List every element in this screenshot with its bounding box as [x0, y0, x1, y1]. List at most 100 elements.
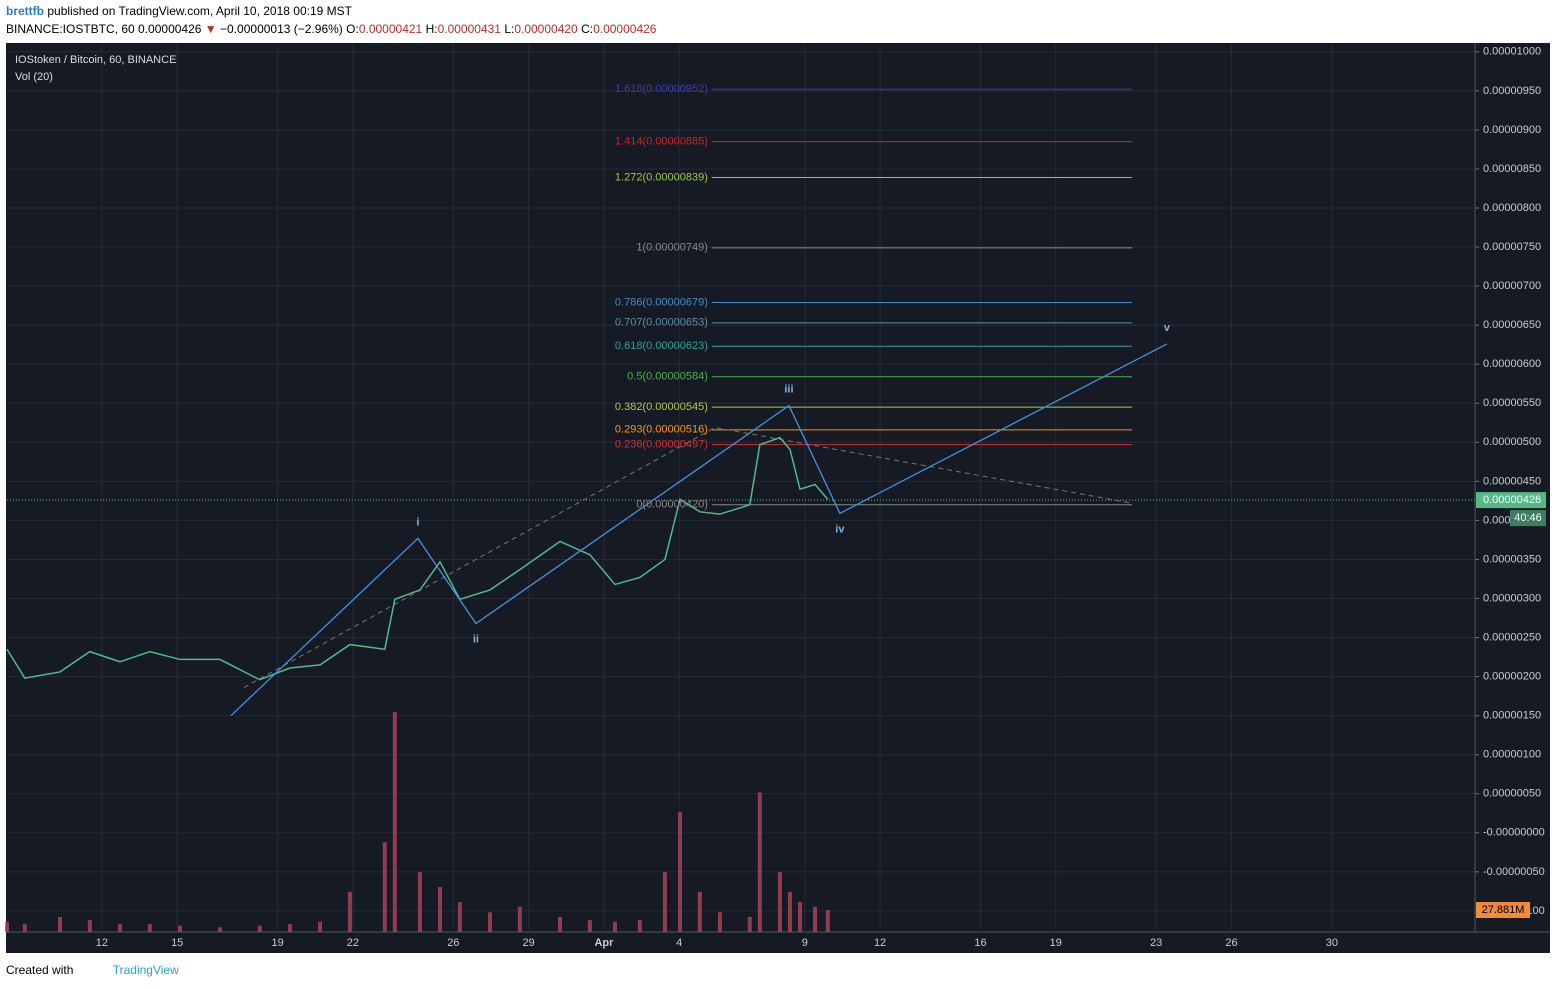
price-tag-label: 0.00000426	[1483, 494, 1541, 506]
volume-bar	[117, 924, 122, 932]
y-tick-label: 0.00000100	[1483, 749, 1541, 761]
volume-bar	[612, 921, 617, 932]
volume-bar	[177, 925, 182, 932]
fib-label: 0.293(0.00000516)	[615, 424, 708, 436]
volume-bar	[457, 902, 462, 932]
fib-label: 0.707(0.00000653)	[615, 317, 708, 329]
header-field: O:	[346, 22, 359, 36]
x-tick-label: 9	[802, 937, 808, 949]
chart: IOStoken / Bitcoin, 60, BINANCE Vol (20)…	[5, 43, 1550, 953]
y-tick-label: 0.00000150	[1483, 710, 1541, 722]
y-tick-label: -0.00000050	[1483, 866, 1545, 878]
volume-bar	[517, 906, 522, 932]
fib-label: 1.272(0.00000839)	[615, 171, 708, 183]
header-field: H:	[425, 22, 438, 36]
volume-label-bg	[1476, 902, 1530, 919]
y-tick-label: 0.00000800	[1483, 202, 1541, 214]
y-tick-label: 0.00001000	[1483, 46, 1541, 58]
y-tick-label: 0.00000450	[1483, 475, 1541, 487]
y-tick-label: 0.00000050	[1483, 788, 1541, 800]
header-field: 0.00000420	[514, 22, 578, 36]
fib-label: 0.5(0.00000584)	[627, 371, 708, 383]
x-tick-label: 26	[1225, 937, 1237, 949]
header-field: 0.00000426	[593, 22, 657, 36]
wave-line	[230, 343, 1168, 717]
volume-bar	[347, 891, 352, 932]
fib-label: 0.382(0.00000545)	[615, 401, 708, 413]
x-tick-label: 22	[347, 937, 359, 949]
volume-bar	[382, 842, 387, 932]
x-tick-label: 30	[1326, 937, 1338, 949]
x-tick-label: 15	[171, 937, 183, 949]
wave-label: ii	[473, 633, 479, 645]
y-tick-label: 0.00000950	[1483, 85, 1541, 97]
volume-bar	[147, 924, 152, 932]
volume-bar	[797, 902, 802, 932]
volume-bar	[87, 920, 92, 932]
header-field: 0.00000421	[358, 22, 423, 36]
footer: Created with TradingView	[6, 963, 179, 977]
volume-bar	[438, 887, 443, 932]
volume-bar	[757, 792, 762, 932]
x-tick-label: 16	[974, 937, 986, 949]
header-field: C:	[581, 22, 594, 36]
trend-line	[243, 426, 1133, 688]
subtitle: Vol (20)	[15, 71, 53, 83]
y-tick-label: 0.00000600	[1483, 358, 1541, 370]
volume-bar	[487, 912, 492, 932]
brand[interactable]: TradingView	[112, 963, 179, 977]
volume-bar	[558, 917, 563, 932]
volume-bar	[417, 872, 422, 932]
volume-bar	[637, 920, 642, 932]
volume-bar	[787, 891, 792, 932]
volume-label: 27.881M	[1482, 904, 1525, 916]
fib-label: 1(0.00000749)	[636, 242, 708, 254]
x-tick-label: 23	[1150, 937, 1162, 949]
header-field: ▼	[204, 22, 217, 36]
volume-bar	[662, 872, 667, 932]
x-tick-label: 19	[1050, 937, 1062, 949]
y-tick-label: 0.00000200	[1483, 671, 1541, 683]
volume-bar	[587, 920, 592, 932]
wave-label: i	[416, 516, 419, 528]
fib-label: 1.414(0.00000885)	[615, 136, 708, 148]
wave-label: iii	[784, 384, 793, 396]
fib-label: 0(0.00000420)	[636, 499, 708, 511]
author[interactable]: brettfb	[6, 4, 44, 18]
countdown: 40:46	[1514, 512, 1542, 524]
x-tick-label: 12	[874, 937, 886, 949]
y-tick-label: 0.00000750	[1483, 241, 1541, 253]
volume-bar	[678, 812, 683, 932]
volume-bar	[813, 906, 818, 932]
fib-label: 1.618(0.00000952)	[615, 83, 708, 95]
volume-bar	[318, 921, 323, 932]
y-tick-label: 0.00000700	[1483, 280, 1541, 292]
header-field: BINANCE:IOSTBTC, 60	[6, 22, 135, 36]
volume-bar	[825, 910, 830, 932]
y-tick-label: 0.00000300	[1483, 592, 1541, 604]
volume-bar	[717, 912, 722, 932]
volume-bar	[22, 924, 27, 932]
volume-bar	[747, 917, 752, 932]
x-tick-label: 29	[523, 937, 535, 949]
countdown-bg	[1510, 510, 1546, 527]
volume-bar	[217, 927, 222, 932]
volume-bar	[57, 917, 62, 932]
wave-label: v	[1164, 322, 1171, 334]
x-tick-label: 19	[271, 937, 283, 949]
x-tick-label: 26	[447, 937, 459, 949]
wave-label: iv	[835, 523, 845, 535]
y-tick-label: -0.00000000	[1483, 827, 1545, 839]
published: published on TradingView.com, April 10, …	[47, 4, 352, 18]
fib-label: 0.786(0.00000679)	[615, 296, 708, 308]
chart-title: IOStoken / Bitcoin, 60, BINANCE	[15, 54, 176, 66]
y-tick-label: 0.00000500	[1483, 436, 1541, 448]
y-tick-label: 0.00000250	[1483, 631, 1541, 643]
y-tick-label: 0.00000900	[1483, 124, 1541, 136]
created: Created with	[6, 963, 74, 977]
volume-bar	[5, 921, 9, 932]
fib-label: 0.236(0.00000497)	[615, 439, 708, 451]
y-tick-label: 0.00000650	[1483, 319, 1541, 331]
y-tick-label: 0.00000550	[1483, 397, 1541, 409]
